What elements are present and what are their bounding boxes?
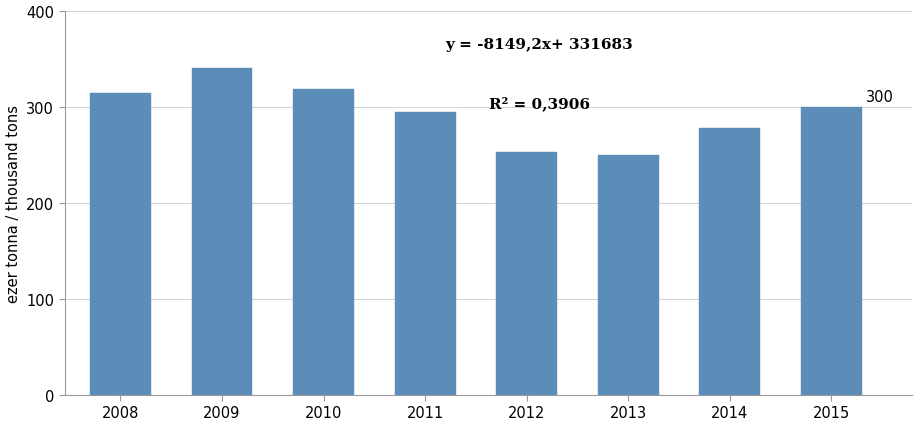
Text: 300: 300: [866, 89, 893, 104]
Bar: [700, 129, 760, 395]
Text: y = -8149,2x+ 331683: y = -8149,2x+ 331683: [445, 38, 633, 52]
Bar: [496, 153, 557, 395]
Bar: [192, 69, 252, 395]
Bar: [293, 90, 354, 395]
Text: R² = 0,3906: R² = 0,3906: [489, 96, 590, 111]
Bar: [395, 113, 455, 395]
Bar: [90, 94, 151, 395]
Bar: [598, 155, 658, 395]
Bar: [800, 107, 862, 395]
Y-axis label: ezer tonna / thousand tons: ezer tonna / thousand tons: [6, 104, 20, 302]
